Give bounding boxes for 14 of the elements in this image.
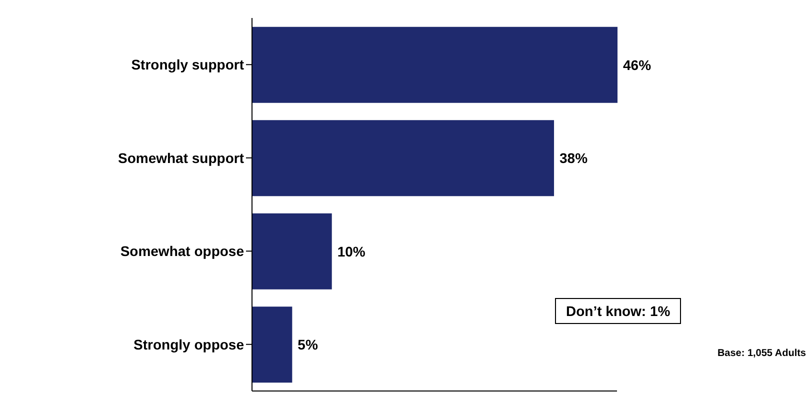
y-tick-label: Somewhat support bbox=[118, 150, 244, 166]
data-label: 38% bbox=[560, 150, 588, 166]
data-label: 46% bbox=[623, 56, 652, 73]
annotation: Don’t know: 1% bbox=[555, 298, 682, 324]
bar bbox=[252, 306, 292, 383]
bar bbox=[252, 213, 332, 290]
y-tick-label: Somewhat oppose bbox=[120, 243, 244, 260]
data-label: 10% bbox=[337, 243, 366, 260]
text: Base: 1,055 Adults bbox=[717, 348, 806, 359]
y-tick-label: Strongly oppose bbox=[134, 336, 244, 352]
y-tick-label: Strongly support bbox=[131, 56, 244, 73]
bar bbox=[252, 26, 618, 103]
bar bbox=[252, 120, 554, 196]
data-label: 5% bbox=[298, 336, 318, 353]
